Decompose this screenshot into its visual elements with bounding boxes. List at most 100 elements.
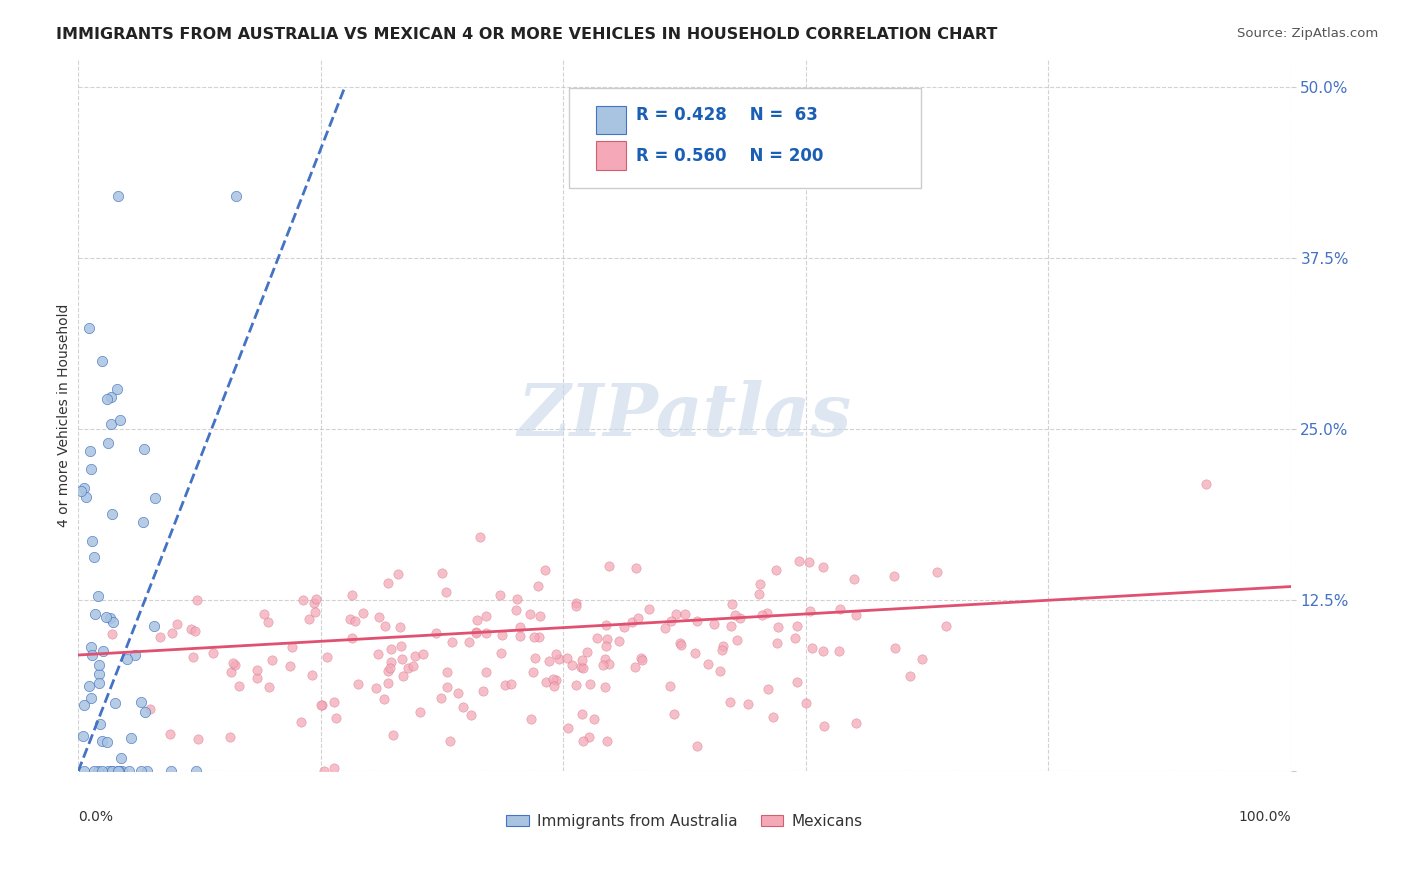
Point [94,610,117,624]
Point [571,707,593,722]
Point [202,646,225,660]
Point [80,648,103,662]
Point [245,663,267,677]
Point [578,730,600,744]
Point [101,764,124,779]
Point [537,654,560,668]
Point [548,652,571,666]
Point [474,609,496,624]
Point [298,612,321,626]
Point [624,660,647,674]
Point [561,658,583,673]
Point [309,698,332,713]
Point [101,627,124,641]
Point [224,657,246,672]
FancyBboxPatch shape [569,88,921,187]
Point [404,648,426,663]
Point [489,588,512,602]
Point [290,714,312,729]
Text: 0.0%: 0.0% [79,810,112,824]
Point [110,750,132,764]
Point [696,657,718,672]
Point [658,680,681,694]
Point [465,613,488,627]
Point [631,653,654,667]
Point [219,730,242,744]
Point [373,691,395,706]
Point [367,647,389,661]
Point [598,657,620,672]
Point [280,640,302,655]
Point [425,626,447,640]
Point [91,643,114,657]
Point [73,698,96,712]
Point [494,678,516,692]
Point [509,620,531,634]
Point [557,721,579,735]
Point [811,559,834,574]
Point [765,563,787,577]
Point [91,734,114,748]
Point [527,631,550,645]
Point [703,616,725,631]
Point [352,606,374,620]
Point [97,435,120,450]
Point [98,610,121,624]
Point [73,481,96,495]
Point [316,650,339,665]
Point [766,620,789,634]
Y-axis label: 4 or more Vehicles in Household: 4 or more Vehicles in Household [58,304,72,527]
Point [111,764,134,779]
Point [728,611,751,625]
Point [120,731,142,745]
Point [257,680,280,694]
Text: ZIPatlas: ZIPatlas [517,380,852,451]
Point [607,634,630,648]
Point [737,697,759,711]
Point [519,712,541,726]
Point [100,508,122,522]
Point [79,443,101,458]
Point [662,707,685,722]
Point [377,676,399,690]
Point [578,676,600,690]
Point [627,611,650,625]
Point [96,392,118,406]
Point [845,608,868,623]
Point [389,620,412,634]
Point [402,659,425,673]
Point [129,764,152,779]
Point [246,671,269,685]
Point [595,618,617,632]
Point [256,615,278,630]
Point [565,599,588,613]
Point [465,624,488,639]
Point [799,604,821,618]
Point [630,651,652,665]
Point [756,682,779,697]
Point [80,461,103,475]
Point [340,632,363,646]
Point [883,640,905,655]
Point [571,733,593,747]
Point [786,675,808,690]
Point [828,601,851,615]
Point [725,632,748,647]
Point [103,615,125,629]
Point [669,636,692,650]
Point [87,764,110,779]
Point [935,619,957,633]
Point [828,644,851,658]
Point [430,690,453,705]
Point [883,568,905,582]
Point [139,701,162,715]
Point [107,764,129,779]
Text: IMMIGRANTS FROM AUSTRALIA VS MEXICAN 4 OR MORE VEHICLES IN HOUSEHOLD CORRELATION: IMMIGRANTS FROM AUSTRALIA VS MEXICAN 4 O… [56,27,998,42]
Point [575,644,598,658]
Point [638,601,661,615]
Point [391,669,413,683]
Point [533,563,555,577]
Point [509,629,531,643]
Point [720,619,742,633]
Point [377,575,399,590]
